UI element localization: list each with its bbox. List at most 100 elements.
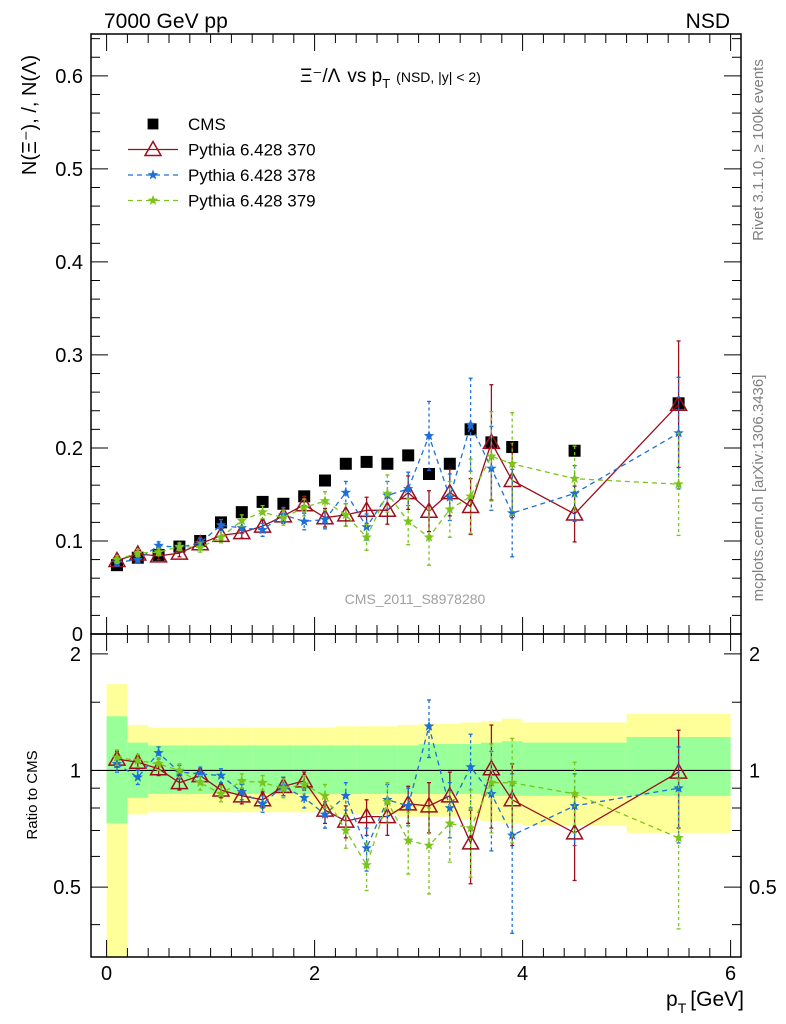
ratio-point	[236, 786, 247, 797]
data-point	[256, 495, 269, 508]
data-point	[170, 543, 189, 560]
ratio-point	[236, 775, 247, 786]
ratio-point	[294, 771, 314, 788]
data-point	[465, 419, 476, 430]
ratio-point	[170, 773, 189, 790]
data-point	[132, 547, 143, 558]
ratio-ytick-label-right: 1	[749, 760, 760, 782]
data-point	[319, 495, 331, 506]
ratio-point	[299, 779, 310, 789]
data-point	[339, 457, 352, 470]
series-line	[116, 455, 679, 561]
mcplots-label: mcplots.cern.ch [arXiv:1306.3436]	[750, 375, 767, 602]
main-ytick-label: 0.2	[55, 438, 83, 460]
data-point	[402, 449, 415, 462]
watermark: CMS_2011_S8978280	[345, 591, 486, 607]
data-point	[319, 474, 331, 487]
data-point	[215, 531, 227, 542]
xtick-label: 0	[101, 963, 112, 985]
ratio-point	[382, 796, 393, 807]
ratio-series-line	[116, 726, 679, 850]
ratio-point	[128, 752, 148, 769]
data-point	[299, 502, 310, 512]
data-point	[423, 468, 435, 480]
data-point	[673, 478, 684, 489]
ratio-point	[215, 770, 227, 780]
data-point	[403, 483, 414, 494]
ratio-point	[403, 800, 414, 811]
data-point	[486, 450, 497, 461]
title-cuts: (NSD, |y| < 2)	[396, 69, 481, 85]
ratio-point	[111, 752, 123, 762]
band-stat	[231, 745, 253, 794]
data-point	[443, 457, 456, 470]
ratio-ytick-label: 1	[70, 760, 81, 782]
rivet-label: Rivet 3.1.10, ≥ 100k events	[750, 59, 767, 241]
x-axis-label: pT [GeV]	[666, 988, 744, 1016]
header-left: 7000 GeV pp	[104, 10, 228, 33]
main-ytick-label: 0.4	[55, 252, 83, 274]
xlabel-p: p	[666, 988, 678, 1011]
data-point	[257, 506, 268, 517]
data-point	[132, 554, 143, 564]
ratio-point	[673, 832, 684, 843]
data-point	[153, 546, 164, 557]
series-3	[111, 411, 684, 566]
ratio-ytick-label-right: 2	[749, 644, 760, 666]
legend-marker-0	[147, 118, 159, 130]
ratio-point	[153, 758, 164, 769]
data-point	[235, 506, 248, 519]
legend-marker-3	[147, 195, 159, 205]
ratio-point	[319, 808, 331, 819]
band-stat	[439, 744, 461, 794]
data-point	[232, 523, 252, 540]
ratio-point	[132, 771, 143, 782]
xlabel-unit: [GeV]	[690, 988, 744, 1011]
ratio-point	[444, 802, 455, 813]
ratio-point	[132, 755, 143, 766]
ratio-point	[398, 794, 418, 811]
data-point	[257, 524, 268, 535]
data-point	[444, 491, 455, 502]
data-point	[461, 497, 480, 514]
data-point	[236, 515, 247, 525]
ratio-point	[569, 788, 580, 799]
series-1	[107, 340, 688, 568]
chart-title: Ξ⁻/Λ vs pT (NSD, |y| < 2)	[300, 66, 481, 91]
main-panel: 0 0.1 0.2 0.3 0.4 0.5 0.6	[55, 33, 742, 646]
band-stat	[397, 745, 419, 794]
ratio-point	[461, 833, 480, 850]
ratio-point	[403, 834, 414, 845]
data-point	[444, 503, 455, 514]
data-point	[294, 495, 314, 512]
data-point	[378, 500, 397, 518]
data-point	[423, 531, 435, 542]
data-point	[319, 514, 331, 524]
band-stat	[252, 745, 273, 794]
band-stat	[356, 745, 377, 794]
legend-entry-3: Pythia 6.428 379	[188, 192, 316, 211]
ratio-point	[507, 777, 518, 788]
data-point	[382, 488, 393, 498]
xtick-label: 4	[517, 963, 528, 985]
xtick-label: 2	[309, 963, 320, 985]
ratio-point	[423, 840, 435, 850]
series-line	[116, 403, 680, 562]
xlabel-sub: T	[678, 1000, 687, 1016]
ratio-point	[257, 777, 268, 788]
ratio-point	[278, 782, 289, 793]
data-point	[403, 515, 414, 526]
ratio-series-1	[111, 699, 684, 934]
legend-entry-0: CMS	[188, 115, 226, 134]
ratio-point	[486, 777, 497, 788]
data-point	[423, 430, 435, 441]
data-point	[277, 497, 290, 510]
ratio-ytick-label: 0.5	[53, 877, 81, 899]
ratio-point	[565, 823, 584, 840]
ratio-ylabel: Ratio to CMS	[24, 750, 41, 839]
ratio-point	[319, 790, 331, 801]
main-ytick-label: 0.5	[55, 159, 83, 181]
ratio-point	[378, 807, 397, 824]
ratio-panel: 0.5 0.5 1 1 2 2 0 2 4 6	[53, 633, 777, 985]
data-point	[568, 444, 581, 457]
